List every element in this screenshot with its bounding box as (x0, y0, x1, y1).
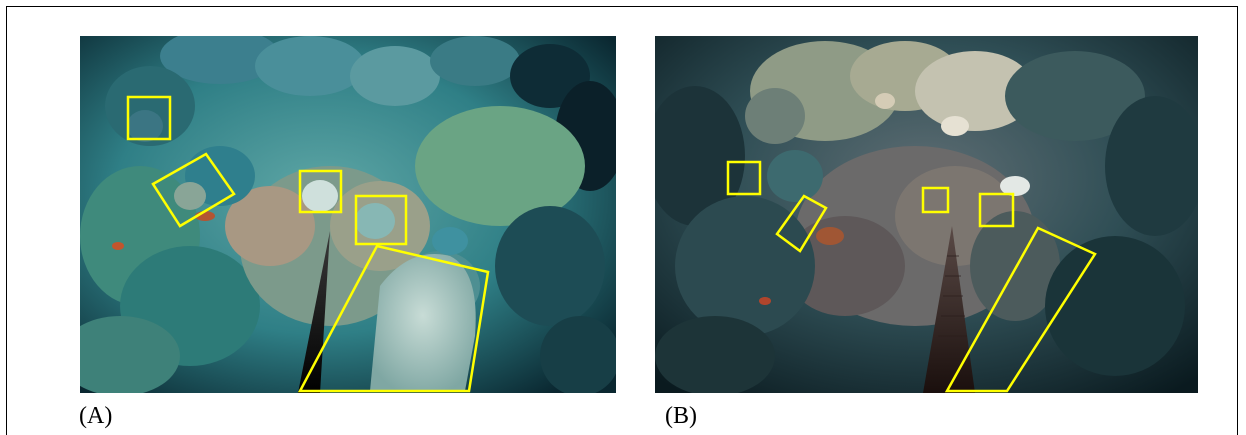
annotation-box (298, 169, 343, 214)
annotation-box (354, 194, 408, 246)
annotation-group-b (726, 160, 1097, 393)
annotation-box (151, 152, 236, 228)
panel-label-b: (B) (665, 403, 697, 429)
annotation-box (921, 186, 950, 214)
photo-panel-a (80, 36, 616, 393)
annotation-region (297, 244, 490, 393)
panel-label-a: (A) (79, 403, 113, 429)
annotation-box (978, 192, 1015, 228)
annotation-region (944, 226, 1097, 393)
reef-photo-a (80, 36, 616, 393)
photo-panel-b (655, 36, 1198, 393)
annotation-group-a (126, 95, 490, 393)
annotation-box (126, 95, 172, 141)
annotation-box (726, 160, 762, 196)
reef-photo-b (655, 36, 1198, 393)
annotation-region (775, 194, 828, 253)
